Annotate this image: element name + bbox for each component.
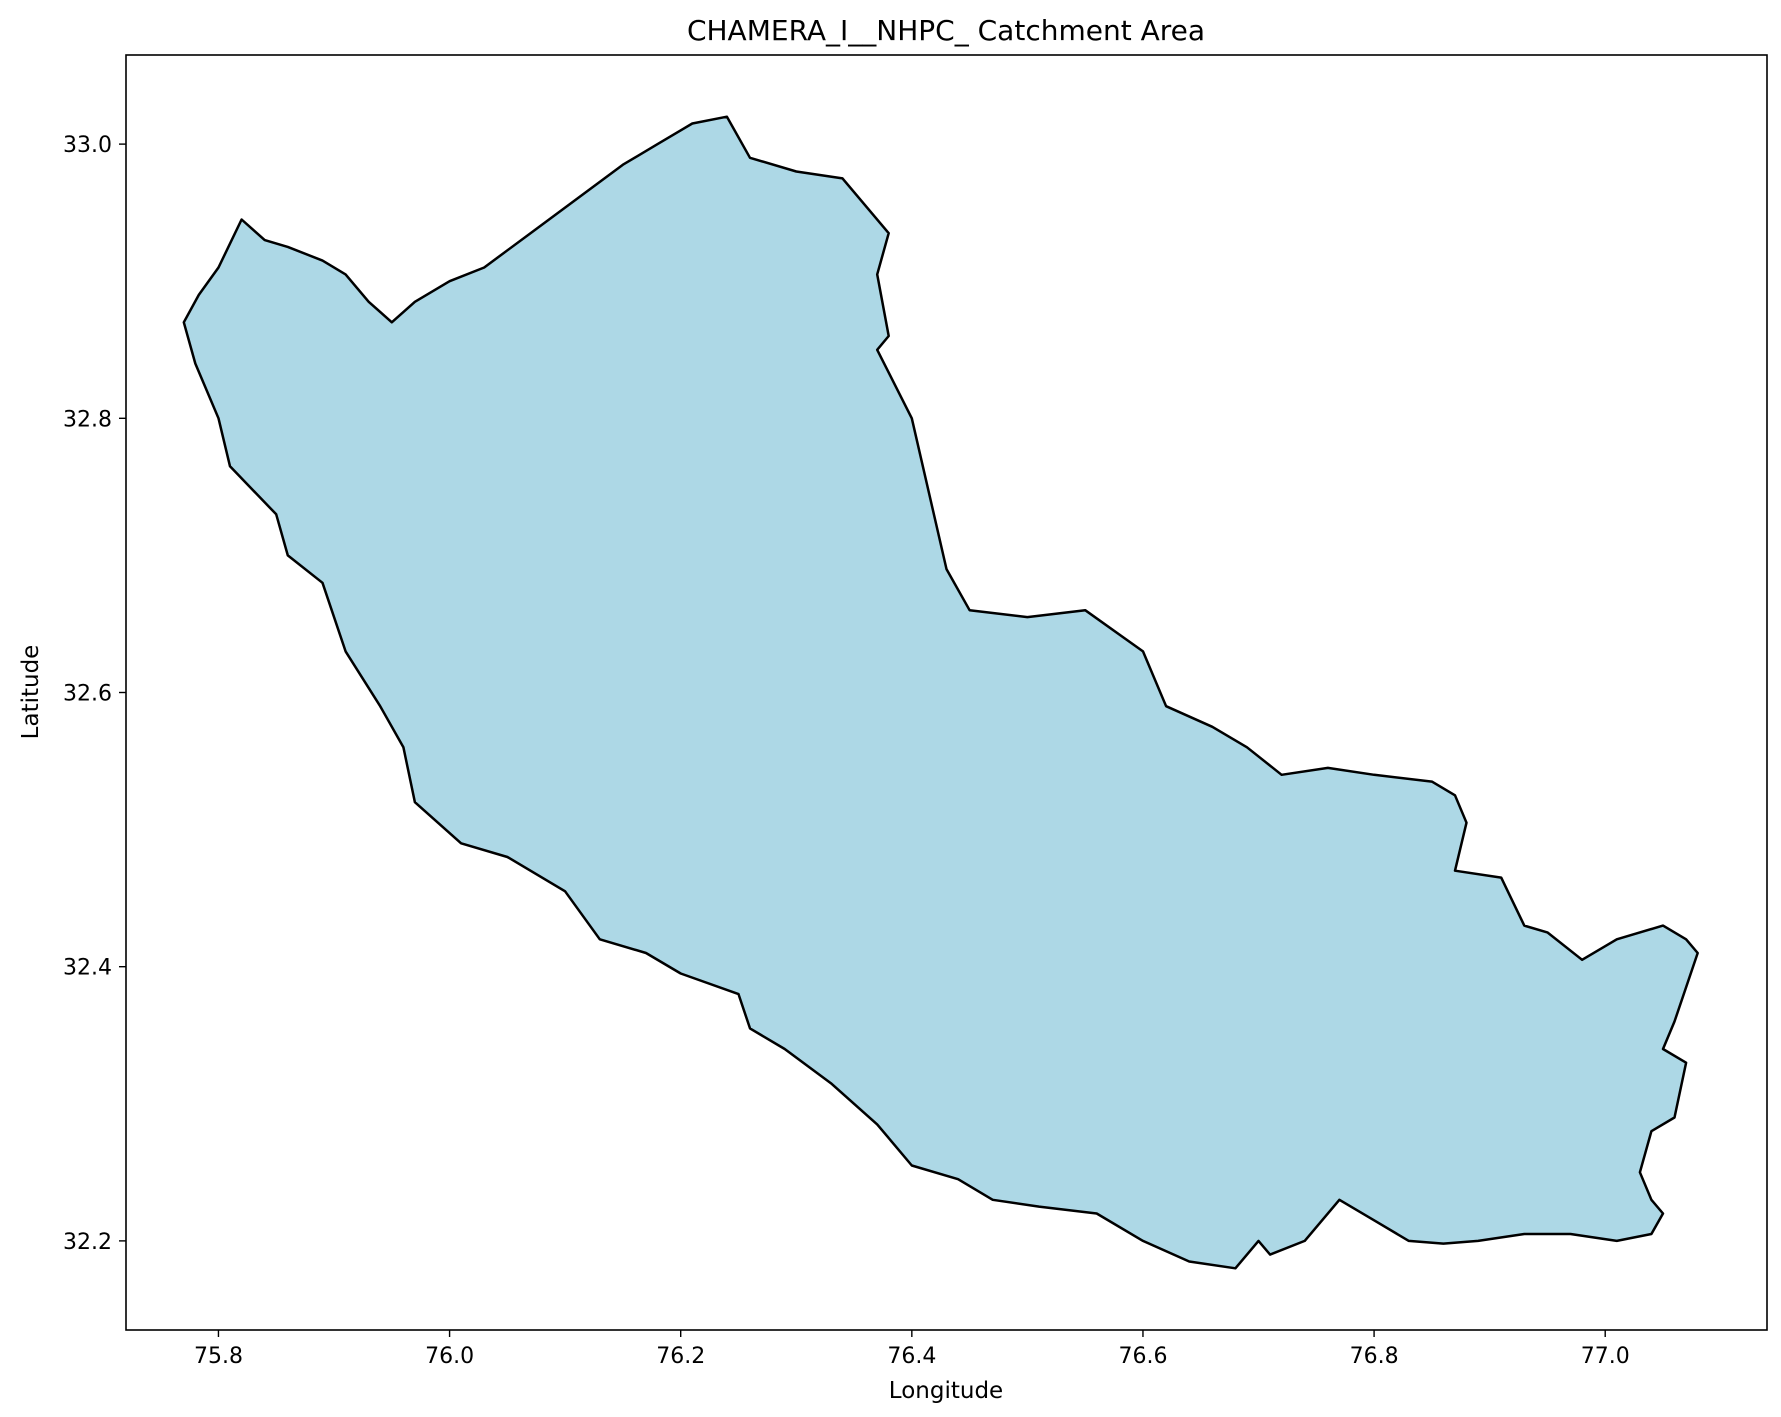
y-tick-label: 32.2 [63,1230,112,1255]
x-axis-ticks: 75.8 76.0 76.2 76.4 76.6 76.8 77.0 [194,1330,1630,1369]
x-tick-label: 76.4 [887,1344,936,1369]
y-axis-ticks: 32.2 32.4 32.6 32.8 33.0 [63,133,126,1255]
y-tick-label: 32.4 [63,956,112,981]
y-tick-label: 33.0 [63,133,112,158]
chart-title: CHAMERA_I__NHPC_ Catchment Area [687,14,1205,47]
catchment-polygon [182,115,1699,1270]
x-tick-label: 77.0 [1581,1344,1630,1369]
y-tick-label: 32.8 [63,407,112,432]
x-tick-label: 76.2 [656,1344,705,1369]
x-tick-label: 76.6 [1118,1344,1167,1369]
plot-area [182,115,1699,1270]
x-axis-label: Longitude [889,1378,1003,1404]
x-tick-label: 76.0 [425,1344,474,1369]
x-tick-label: 75.8 [194,1344,243,1369]
y-tick-label: 32.6 [63,682,112,707]
x-tick-label: 76.8 [1350,1344,1399,1369]
y-axis-label: Latitude [18,645,44,740]
